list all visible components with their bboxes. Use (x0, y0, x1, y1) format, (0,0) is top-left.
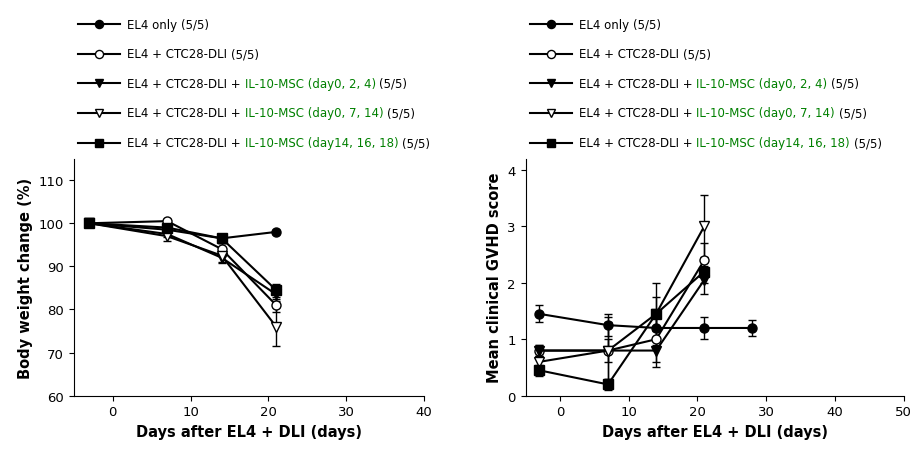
Text: IL-10-MSC (day14, 16, 18): IL-10-MSC (day14, 16, 18) (696, 137, 854, 150)
X-axis label: Days after EL4 + DLI (days): Days after EL4 + DLI (days) (601, 424, 828, 439)
Text: EL4 + CTC28-DLI +: EL4 + CTC28-DLI + (127, 107, 244, 120)
Text: IL-10-MSC (day14, 16, 18): IL-10-MSC (day14, 16, 18) (244, 137, 402, 150)
Text: EL4 + CTC28-DLI +: EL4 + CTC28-DLI + (579, 137, 696, 150)
Text: EL4 + CTC28-DLI: EL4 + CTC28-DLI (579, 48, 683, 61)
Y-axis label: Body weight change (%): Body weight change (%) (18, 177, 33, 378)
Text: IL-10-MSC (day0, 7, 14): IL-10-MSC (day0, 7, 14) (244, 107, 387, 120)
Text: EL4 + CTC28-DLI +: EL4 + CTC28-DLI + (127, 78, 244, 91)
Text: EL4 only: EL4 only (127, 19, 181, 31)
Text: (5/5): (5/5) (632, 19, 661, 31)
Text: EL4 + CTC28-DLI +: EL4 + CTC28-DLI + (127, 137, 244, 150)
Text: (5/5): (5/5) (839, 107, 867, 120)
Text: (5/5): (5/5) (231, 48, 259, 61)
Text: EL4 + CTC28-DLI +: EL4 + CTC28-DLI + (579, 78, 696, 91)
Text: (5/5): (5/5) (832, 78, 859, 91)
Text: (5/5): (5/5) (854, 137, 881, 150)
Text: IL-10-MSC (day0, 7, 14): IL-10-MSC (day0, 7, 14) (696, 107, 839, 120)
Text: (5/5): (5/5) (402, 137, 430, 150)
Text: (5/5): (5/5) (380, 78, 408, 91)
Text: EL4 + CTC28-DLI +: EL4 + CTC28-DLI + (579, 107, 696, 120)
Text: (5/5): (5/5) (683, 48, 711, 61)
Text: EL4 + CTC28-DLI: EL4 + CTC28-DLI (127, 48, 231, 61)
Text: (5/5): (5/5) (387, 107, 415, 120)
Text: EL4 only: EL4 only (579, 19, 632, 31)
Text: IL-10-MSC (day0, 2, 4): IL-10-MSC (day0, 2, 4) (696, 78, 832, 91)
Text: IL-10-MSC (day0, 2, 4): IL-10-MSC (day0, 2, 4) (244, 78, 380, 91)
Y-axis label: Mean clinical GVHD score: Mean clinical GVHD score (487, 172, 502, 383)
X-axis label: Days after EL4 + DLI (days): Days after EL4 + DLI (days) (136, 424, 362, 439)
Text: (5/5): (5/5) (181, 19, 209, 31)
